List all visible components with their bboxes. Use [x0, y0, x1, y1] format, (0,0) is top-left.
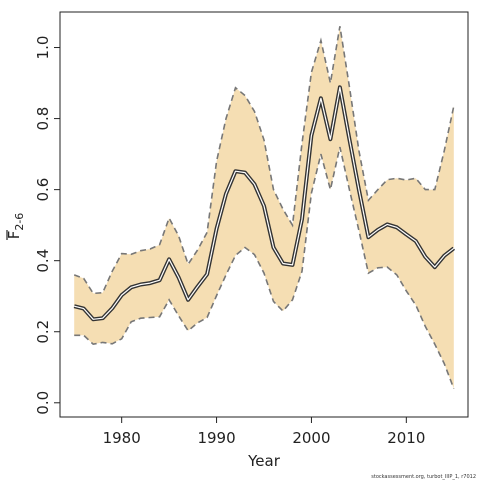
plot-frame: [59, 11, 469, 418]
y-tick-label: 0.0: [34, 391, 52, 415]
x-tick-label: 1990: [197, 429, 235, 447]
y-tick-label: 0.2: [34, 320, 52, 344]
x-axis-title: Year: [247, 452, 281, 470]
x-tick-label: 2000: [292, 429, 330, 447]
lower-bound-line: [74, 146, 455, 389]
y-tick-label: 1.0: [34, 36, 52, 60]
upper-bound-line: [73, 26, 455, 295]
x-axis: 1980 1990 2000 2010: [103, 417, 425, 447]
y-tick-label: 0.6: [34, 178, 52, 202]
x-tick-label: 2010: [387, 429, 425, 447]
y-axis-title-subscript: 2-6: [13, 213, 26, 231]
x-tick-label: 1980: [103, 429, 141, 447]
y-tick-label: 0.4: [34, 249, 52, 273]
y-axis: 0.0 0.2 0.4 0.6 0.8 1.0: [34, 36, 60, 415]
plot-area: [73, 26, 456, 389]
svg-text:F2-6: F2-6: [5, 213, 26, 240]
y-tick-label: 0.8: [34, 107, 52, 131]
y-axis-title-main: F: [5, 231, 23, 240]
footnote: stockassessment.org, turbot_IIIP_1, r701…: [371, 474, 476, 480]
y-axis-title: F2-6: [5, 213, 26, 240]
estimate-line: [74, 86, 455, 320]
